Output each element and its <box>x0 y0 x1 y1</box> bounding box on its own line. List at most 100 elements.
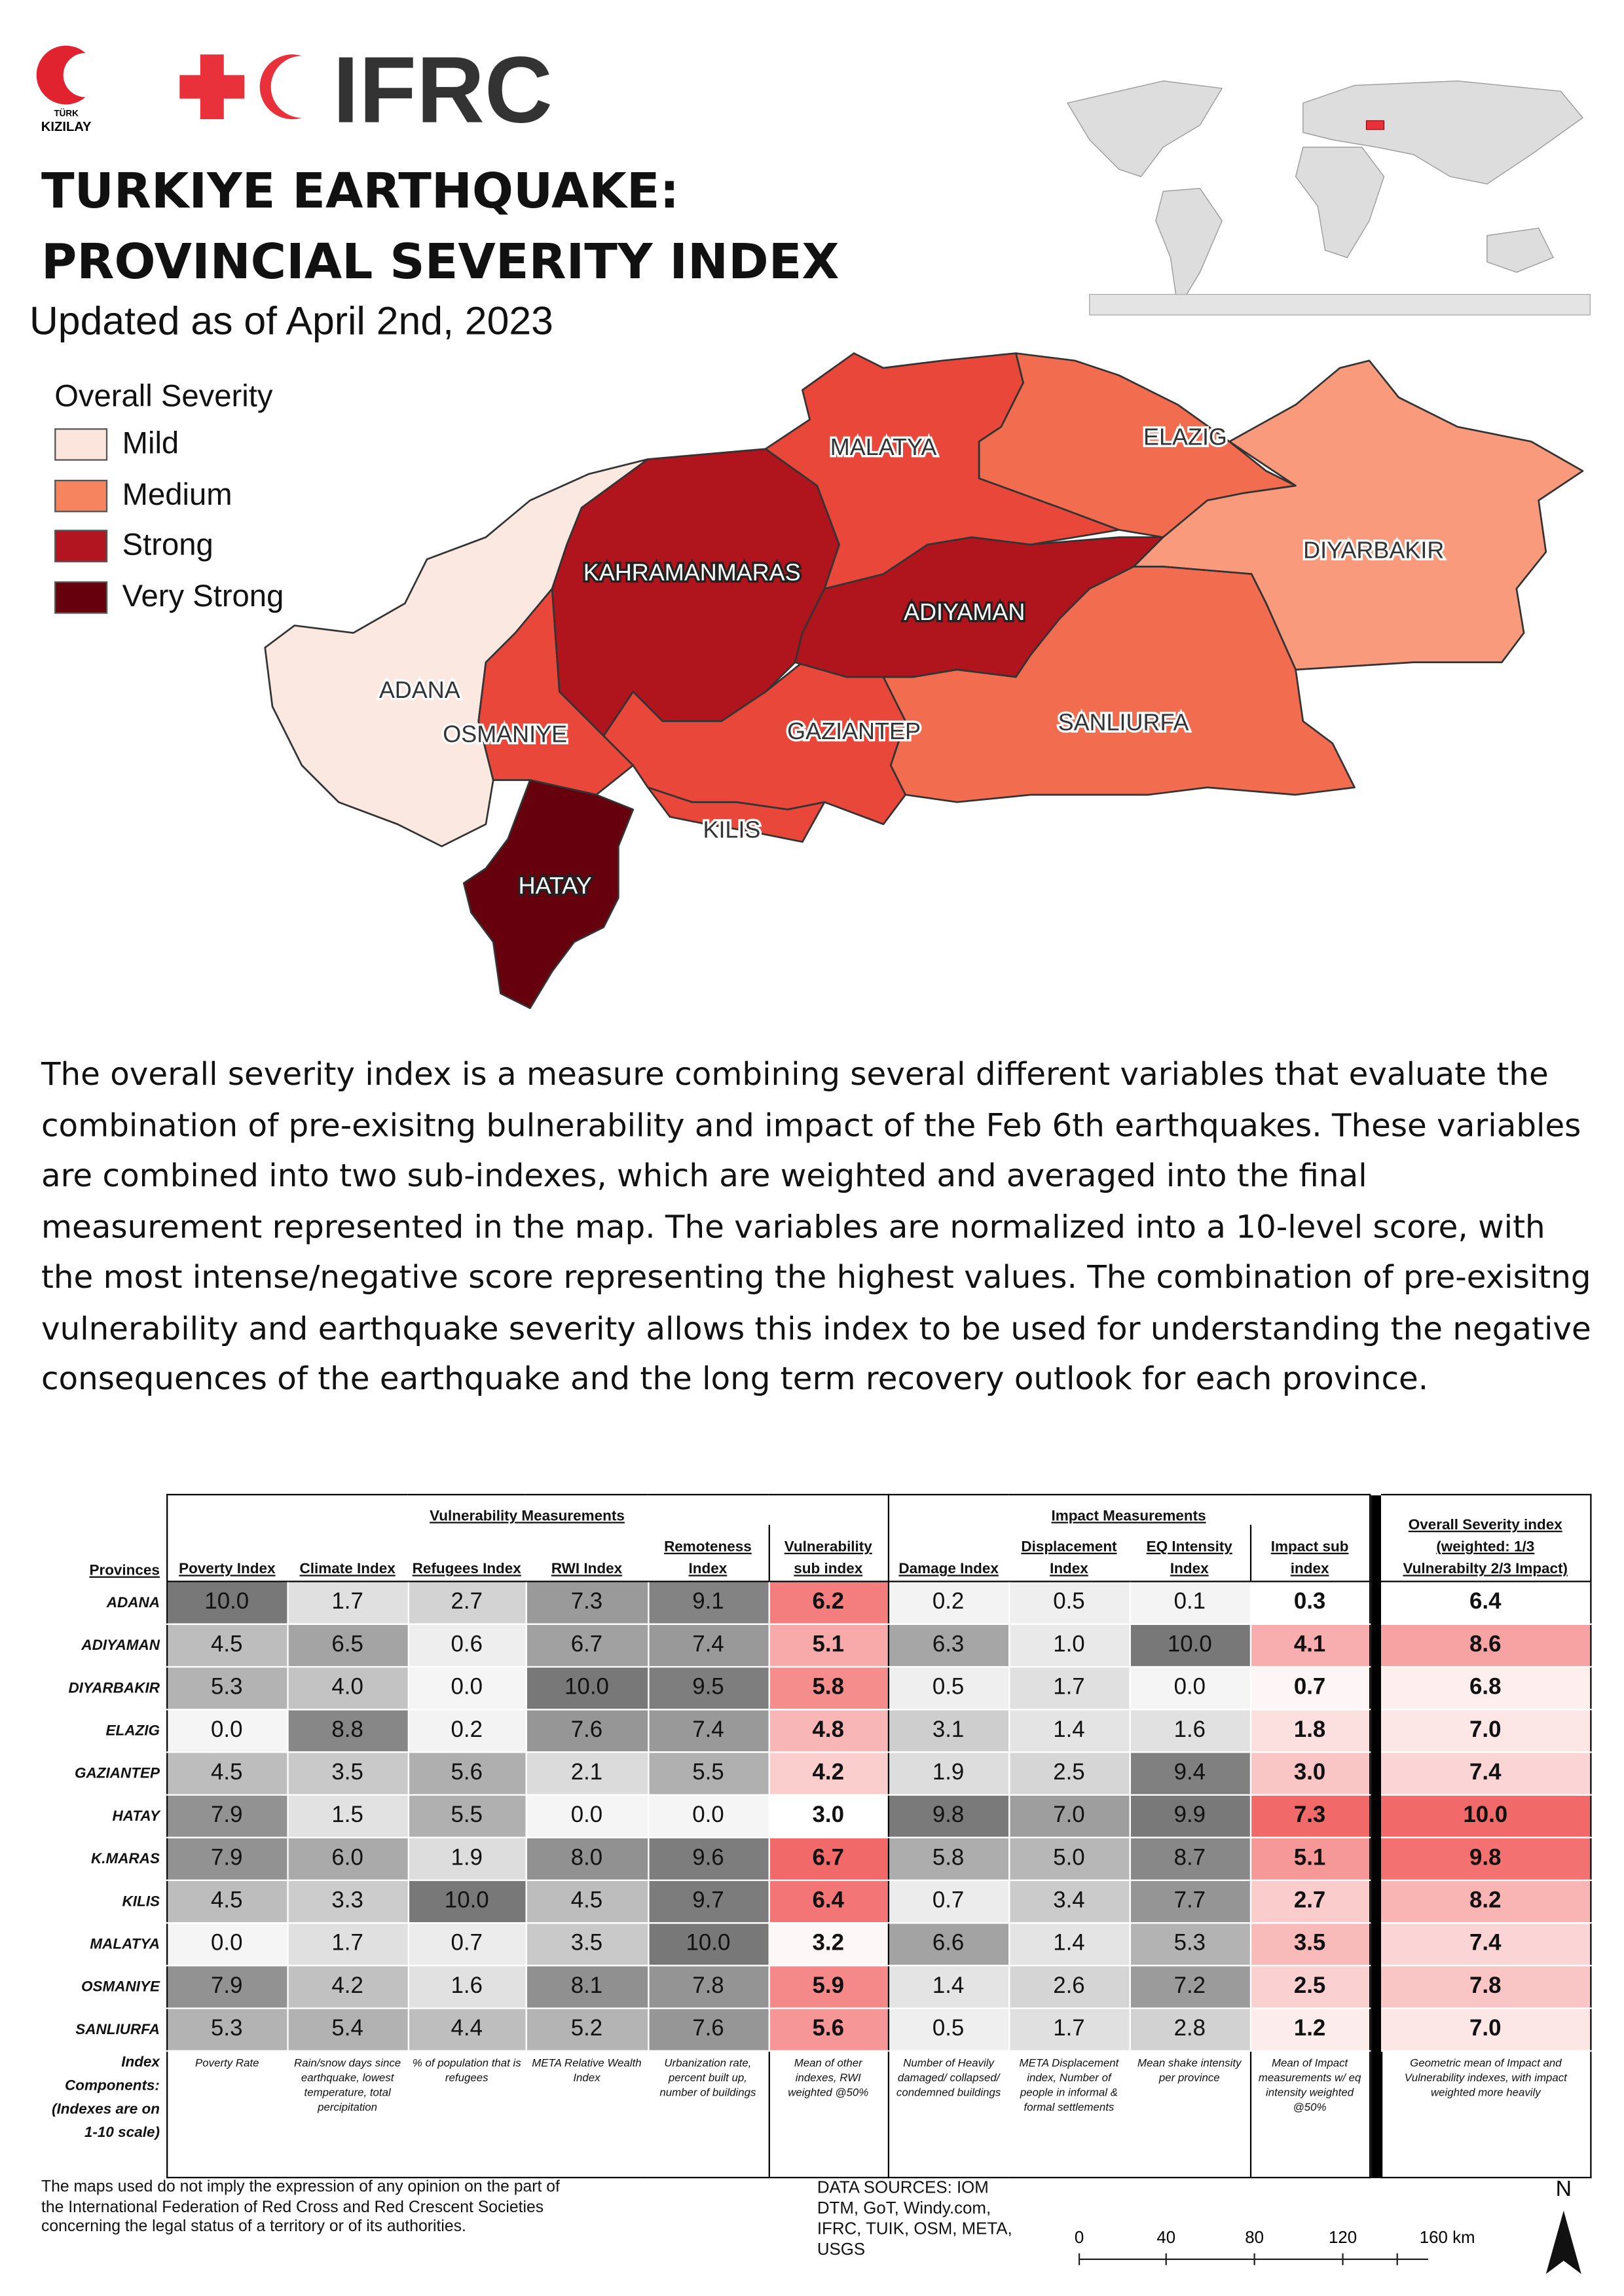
title: TURKIYE EARTHQUAKE: PROVINCIAL SEVERITY … <box>41 156 840 297</box>
column-header: Overall Severity index (weighted: 1/3 Vu… <box>1381 1493 1591 1582</box>
kizilay-text: TÜRK <box>54 109 79 118</box>
index-cell: 1.7 <box>1008 2007 1130 2052</box>
title-line: PROVINCIAL SEVERITY INDEX <box>41 232 840 290</box>
data-row: MALATYA 0.0 1.7 0.7 3.5 10.0 3.2 6.6 1.4 5.3 3.5 7.… <box>41 1922 1591 1967</box>
index-cell: 2.1 <box>525 1751 649 1796</box>
index-cell: 10.0 <box>525 1666 649 1711</box>
index-cell: 0.6 <box>407 1623 526 1668</box>
index-cell: 6.0 <box>286 1836 409 1882</box>
index-cell: 0.0 <box>647 1794 769 1838</box>
index-cell: 5.3 <box>1128 1922 1251 1967</box>
north-arrow <box>1545 2210 1581 2274</box>
scale-and-north: 0 40 80 120 160 km N <box>1075 2176 1581 2274</box>
continent <box>1295 147 1385 259</box>
ifrc-text: IFRC <box>333 38 553 143</box>
column-header: RWI Index <box>525 1525 648 1582</box>
column-header: Poverty Index <box>165 1525 287 1582</box>
blank <box>41 1495 166 1525</box>
provinces-header: Provinces <box>89 1562 160 1579</box>
component-note: Rain/snow days since earthquake, lowest … <box>287 2050 408 2179</box>
continent <box>1067 80 1223 177</box>
north-label: N <box>1556 2176 1572 2201</box>
group-header: Impact Measurements <box>887 1493 1371 1525</box>
index-cell: 10.0 <box>1128 1623 1251 1668</box>
index-cell: 9.9 <box>1128 1794 1251 1838</box>
province-label: OSMANIYE <box>443 721 567 748</box>
index-cell: 0.0 <box>407 1666 526 1711</box>
sub-index-cell: 0.3 <box>1249 1580 1371 1625</box>
data-row: OSMANIYE 7.9 4.2 1.6 8.1 7.8 5.9 1.4 2.6 7.2 2.5 7.… <box>41 1965 1591 2009</box>
index-cell: 7.6 <box>647 2007 769 2052</box>
legend-swatch <box>54 581 108 614</box>
index-cell: 0.0 <box>1128 1666 1251 1711</box>
index-cell: 0.2 <box>407 1709 526 1753</box>
sub-index-cell: 6.7 <box>767 1836 889 1882</box>
index-cell: 7.4 <box>647 1709 769 1753</box>
sub-index-cell: 3.0 <box>1249 1751 1371 1796</box>
index-cell: 5.3 <box>165 1666 288 1711</box>
province-map <box>264 352 1584 1010</box>
data-row: GAZIANTEP 4.5 3.5 5.6 2.1 5.5 4.2 1.9 2.5 9.4 3.0 7… <box>41 1751 1591 1796</box>
component-note: % of population that is refugees <box>407 2050 526 2179</box>
legend-item: Medium <box>54 479 232 514</box>
province-name: ADIYAMAN <box>81 1637 160 1654</box>
index-cell: 1.5 <box>286 1794 409 1838</box>
legend-label: Very Strong <box>122 579 284 614</box>
index-cell: 7.6 <box>525 1709 649 1753</box>
sub-index-cell: 7.4 <box>1381 1751 1591 1796</box>
sub-index-cell: 0.7 <box>1249 1666 1371 1711</box>
graphics: TÜRK KIZILAY IFRC MALATYA ELAZIG DIYARBAKI… <box>36 38 1598 1010</box>
scale-label: 160 km <box>1420 2229 1475 2247</box>
index-cell: 5.2 <box>525 2007 649 2052</box>
index-cell: 1.9 <box>887 1751 1010 1796</box>
sub-index-cell: 7.0 <box>1381 2007 1591 2052</box>
index-cell: 1.0 <box>1008 1623 1130 1668</box>
province-sanliurfa <box>882 566 1356 803</box>
index-cell: 4.4 <box>407 2007 526 2052</box>
province-label: ELAZIG <box>1143 423 1227 450</box>
scale-label: 40 <box>1156 2229 1175 2247</box>
data-row: ADIYAMAN 4.5 6.5 0.6 6.7 7.4 5.1 6.3 1.0 10.0 4.1 8… <box>41 1623 1591 1668</box>
sub-index-cell: 4.8 <box>767 1709 889 1753</box>
column-header: Impact sub index <box>1249 1525 1371 1582</box>
data-row: ELAZIG 0.0 8.8 0.2 7.6 7.4 4.8 3.1 1.4 1.6 1.8 7.0 <box>41 1709 1591 1753</box>
index-cell: 1.7 <box>286 1922 409 1967</box>
legend: Overall Severity Mild Medium Strong Very… <box>54 380 349 630</box>
index-cell: 0.2 <box>887 1580 1010 1625</box>
data-row: SANLIURFA 5.3 5.4 4.4 5.2 7.6 5.6 0.5 1.7 2.8 1.2 7… <box>41 2007 1591 2052</box>
sub-index-cell: 4.1 <box>1249 1623 1371 1668</box>
province-label: KAHRAMANMARAS <box>583 558 801 585</box>
data-row: ADANA 10.0 1.7 2.7 7.3 9.1 6.2 0.2 0.5 0.1 0.3 6.4 <box>41 1580 1591 1625</box>
column-header: Refugees Index <box>407 1525 526 1582</box>
index-cell: 10.0 <box>647 1922 769 1967</box>
sub-index-cell: 3.0 <box>767 1794 889 1838</box>
column-header: Remoteness Index <box>648 1525 769 1582</box>
index-cell: 2.5 <box>1008 1751 1130 1796</box>
index-cell: 10.0 <box>407 1879 526 1924</box>
legend-label: Strong <box>122 528 213 562</box>
province-name: HATAY <box>112 1808 160 1825</box>
index-cell: 4.0 <box>286 1666 409 1711</box>
sub-index-cell: 5.6 <box>767 2007 889 2052</box>
data-row: HATAY 7.9 1.5 5.5 0.0 0.0 3.0 9.8 7.0 9.9 7.3 10.0 <box>41 1794 1591 1838</box>
index-cell: 4.5 <box>165 1623 288 1668</box>
index-cell: 0.7 <box>887 1879 1010 1924</box>
component-note: META Displacement index, Number of peopl… <box>1008 2050 1130 2179</box>
index-cell: 4.5 <box>165 1751 288 1796</box>
sub-index-cell: 5.1 <box>767 1623 889 1668</box>
index-cell: 2.8 <box>1128 2007 1251 2052</box>
world-map <box>1048 66 1598 317</box>
province-name: KILIS <box>122 1893 160 1910</box>
index-cell: 7.9 <box>165 1794 288 1838</box>
sub-index-cell: 1.8 <box>1249 1709 1371 1753</box>
component-note: Geometric mean of Impact and Vulnerabili… <box>1380 2050 1591 2179</box>
map-labels: MALATYA ELAZIG DIYARBAKIR KAHRAMANMARAS ADIY… <box>377 421 1446 901</box>
index-cell: 9.7 <box>647 1879 769 1924</box>
province-label: KILIS <box>703 816 760 843</box>
components-row: Index Components: (Indexes are on 1-10 s… <box>41 2050 1591 2179</box>
province-label: DIYARBAKIR <box>1303 537 1444 564</box>
index-cell: 1.9 <box>407 1836 526 1882</box>
legend-item: Very Strong <box>54 580 284 615</box>
